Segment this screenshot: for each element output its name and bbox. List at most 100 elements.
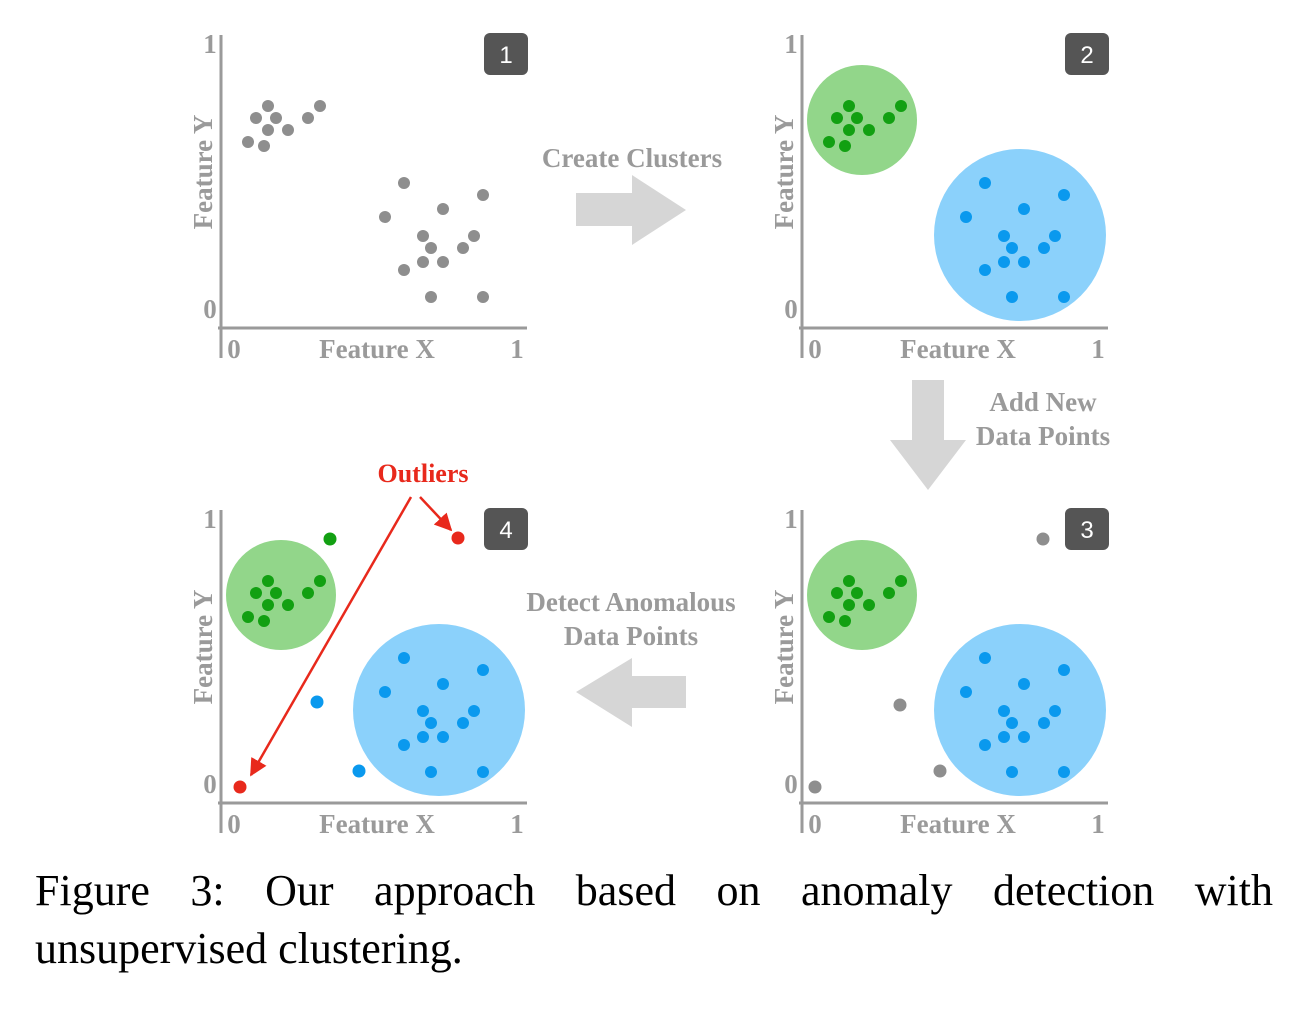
point	[1006, 291, 1018, 303]
point	[1058, 291, 1070, 303]
point	[998, 256, 1010, 268]
point	[1058, 766, 1070, 778]
point	[998, 230, 1010, 242]
axis-label: Feature Y	[769, 115, 799, 230]
point	[314, 100, 326, 112]
axis-number: 1	[203, 504, 217, 534]
badge	[484, 33, 528, 75]
axis-number: 1	[510, 809, 524, 839]
point	[883, 112, 895, 124]
point	[262, 100, 274, 112]
outlier-pointer	[249, 496, 413, 777]
point	[843, 599, 855, 611]
axis-label: Feature X	[319, 809, 435, 839]
point	[1038, 242, 1050, 254]
point	[979, 652, 991, 664]
point	[477, 664, 489, 676]
badge-number: 4	[499, 517, 512, 544]
point	[477, 766, 489, 778]
point	[302, 587, 314, 599]
point	[1018, 203, 1030, 215]
axis-number: 1	[1091, 334, 1105, 364]
badge	[1065, 33, 1109, 75]
point	[895, 575, 907, 587]
axis-label: Feature Y	[769, 590, 799, 705]
axis-number: 1	[203, 29, 217, 59]
point	[425, 291, 437, 303]
point	[1018, 678, 1030, 690]
axis-number: 0	[784, 769, 798, 799]
point	[960, 211, 972, 223]
point	[1018, 256, 1030, 268]
point	[1058, 189, 1070, 201]
point	[417, 230, 429, 242]
arrow-label: Data Points	[564, 621, 698, 651]
cluster-region	[353, 624, 525, 796]
new-point	[451, 531, 465, 545]
point	[242, 136, 254, 148]
arrow-label: Create Clusters	[542, 143, 722, 173]
axis-number: 0	[808, 809, 822, 839]
new-point	[1036, 532, 1050, 546]
point	[258, 615, 270, 627]
new-point	[233, 780, 247, 794]
point	[895, 100, 907, 112]
caption-line: unsupervised clustering.	[35, 924, 463, 973]
point	[863, 599, 875, 611]
point	[839, 615, 851, 627]
point	[823, 611, 835, 623]
badge-number: 1	[499, 42, 512, 69]
point	[437, 678, 449, 690]
point	[468, 230, 480, 242]
point	[843, 100, 855, 112]
axis-label: Feature X	[319, 334, 435, 364]
point	[398, 177, 410, 189]
point	[960, 686, 972, 698]
point	[314, 575, 326, 587]
panel: 1 00 1 Feature X Feature Y 3	[769, 504, 1109, 839]
axis-number: 0	[808, 334, 822, 364]
axis-label: Feature Y	[188, 115, 218, 230]
point	[457, 717, 469, 729]
arrow-label: Add New	[989, 387, 1097, 417]
figure: Create Clusters Add New Data Points Dete…	[188, 29, 1110, 839]
point	[839, 140, 851, 152]
axis-number: 1	[784, 504, 798, 534]
point	[979, 264, 991, 276]
axis-number: 0	[227, 334, 241, 364]
annotation: Outliers	[378, 459, 469, 488]
axis-label: Feature Y	[188, 590, 218, 705]
arrow-left	[576, 658, 686, 727]
point	[823, 136, 835, 148]
point	[302, 112, 314, 124]
point	[398, 264, 410, 276]
point	[1049, 230, 1061, 242]
point	[425, 242, 437, 254]
point	[843, 124, 855, 136]
point	[250, 587, 262, 599]
panel: 1 00 1 Feature X Feature Y 2	[769, 29, 1109, 364]
caption-line: Figure 3: Our approach based on anomaly …	[35, 866, 1273, 915]
caption: Figure 3: Our approach based on anomaly …	[35, 862, 1273, 978]
point	[282, 124, 294, 136]
badge-number: 3	[1080, 517, 1093, 544]
new-point	[808, 780, 822, 794]
point	[1038, 717, 1050, 729]
axis-number: 1	[510, 334, 524, 364]
point	[437, 731, 449, 743]
point	[998, 731, 1010, 743]
cluster-region	[934, 624, 1106, 796]
new-point	[323, 532, 337, 546]
point	[398, 652, 410, 664]
axis-label: Feature X	[900, 334, 1016, 364]
arrow-label: Detect Anomalous	[526, 587, 735, 617]
new-point	[933, 764, 947, 778]
point	[417, 731, 429, 743]
badge-number: 2	[1080, 42, 1093, 69]
axis-label: Feature X	[900, 809, 1016, 839]
cluster-region	[934, 149, 1106, 321]
point	[262, 124, 274, 136]
point	[417, 705, 429, 717]
point	[1058, 664, 1070, 676]
